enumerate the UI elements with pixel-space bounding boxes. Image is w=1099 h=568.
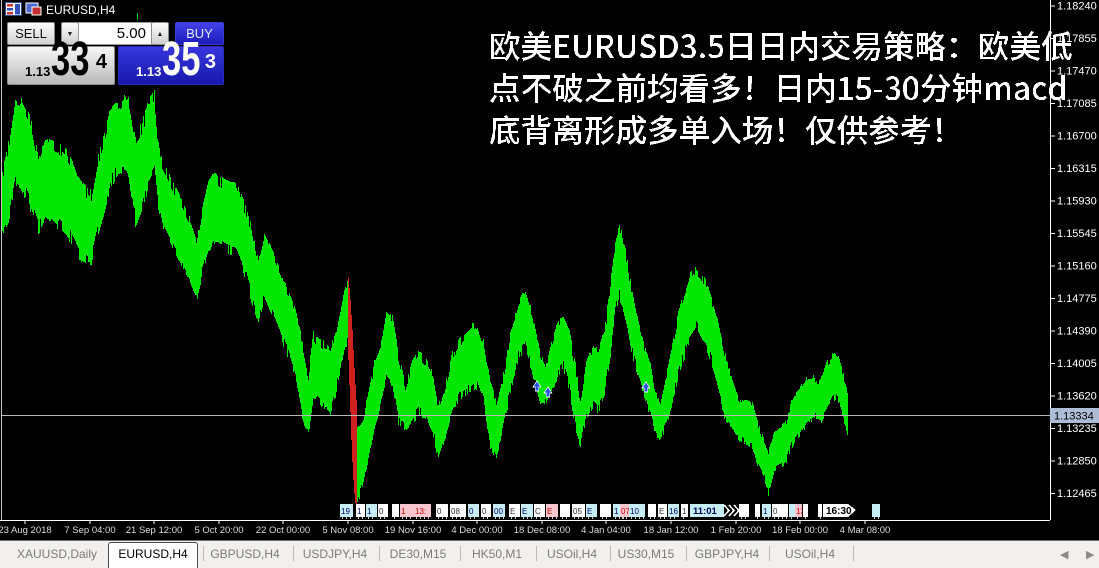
svg-text:1 Feb 20:00: 1 Feb 20:00 (711, 525, 762, 536)
svg-text:13:: 13: (415, 507, 426, 516)
svg-text:E: E (510, 507, 515, 516)
svg-text:16: 16 (669, 507, 678, 516)
svg-text:1.13620: 1.13620 (1057, 391, 1097, 403)
svg-text:08: 08 (451, 507, 460, 516)
svg-text:22 Oct 00:00: 22 Oct 00:00 (256, 525, 310, 536)
svg-text:0: 0 (773, 507, 778, 516)
svg-text:07: 07 (621, 507, 630, 516)
svg-text:1.13334: 1.13334 (1054, 411, 1094, 423)
svg-text:5 Nov 08:00: 5 Nov 08:00 (322, 525, 373, 536)
svg-text:E: E (587, 507, 592, 516)
svg-text:21 Sep 12:00: 21 Sep 12:00 (126, 525, 183, 536)
svg-text:00: 00 (494, 507, 503, 516)
svg-text:1.14390: 1.14390 (1057, 326, 1097, 338)
svg-text:1: 1 (682, 507, 687, 516)
svg-text:13: 13 (796, 507, 805, 516)
svg-text:1.12465: 1.12465 (1057, 488, 1097, 500)
svg-text:10: 10 (630, 507, 639, 516)
svg-text:0: 0 (379, 507, 384, 516)
svg-text:1.17855: 1.17855 (1057, 33, 1097, 45)
svg-text:11:01: 11:01 (693, 506, 717, 517)
svg-text:7 Sep 04:00: 7 Sep 04:00 (64, 525, 115, 536)
svg-text:C: C (535, 507, 541, 516)
svg-text:4 Mar 08:00: 4 Mar 08:00 (840, 525, 891, 536)
svg-text:5 Oct 20:00: 5 Oct 20:00 (194, 525, 243, 536)
svg-text:1.13235: 1.13235 (1057, 423, 1097, 435)
svg-text:23 Aug 2018: 23 Aug 2018 (0, 525, 52, 536)
svg-text:4 Jan 04:00: 4 Jan 04:00 (581, 525, 631, 536)
svg-text:4 Dec 00:00: 4 Dec 00:00 (451, 525, 502, 536)
svg-text:18 Jan 12:00: 18 Jan 12:00 (644, 525, 699, 536)
svg-text:1.15160: 1.15160 (1057, 261, 1097, 273)
svg-text:1.15930: 1.15930 (1057, 196, 1097, 208)
svg-text:18 Dec 08:00: 18 Dec 08:00 (514, 525, 571, 536)
svg-text:0: 0 (437, 507, 442, 516)
svg-text:16:30: 16:30 (826, 506, 852, 517)
svg-text:E: E (547, 507, 552, 516)
svg-text:1: 1 (763, 507, 768, 516)
svg-text:1.12850: 1.12850 (1057, 456, 1097, 468)
svg-text:19: 19 (341, 507, 350, 516)
svg-text:1.15545: 1.15545 (1057, 228, 1097, 240)
svg-text:1.16315: 1.16315 (1057, 163, 1097, 175)
svg-text:1.14005: 1.14005 (1057, 358, 1097, 370)
svg-text:1: 1 (614, 507, 619, 516)
svg-text:0: 0 (482, 507, 487, 516)
svg-text:1.17085: 1.17085 (1057, 98, 1097, 110)
svg-text:19 Nov 16:00: 19 Nov 16:00 (385, 525, 442, 536)
svg-text:05: 05 (573, 507, 582, 516)
svg-text:1: 1 (401, 507, 406, 516)
svg-text:1: 1 (367, 507, 372, 516)
svg-text:1.18240: 1.18240 (1057, 1, 1097, 13)
svg-text:0: 0 (469, 507, 474, 516)
svg-text:1.16700: 1.16700 (1057, 131, 1097, 143)
svg-text:E: E (659, 507, 664, 516)
svg-text:1: 1 (357, 507, 362, 516)
svg-text:1.17470: 1.17470 (1057, 66, 1097, 78)
svg-text:E: E (522, 507, 527, 516)
svg-text:1.14775: 1.14775 (1057, 293, 1097, 305)
svg-text:18 Feb 00:00: 18 Feb 00:00 (772, 525, 828, 536)
